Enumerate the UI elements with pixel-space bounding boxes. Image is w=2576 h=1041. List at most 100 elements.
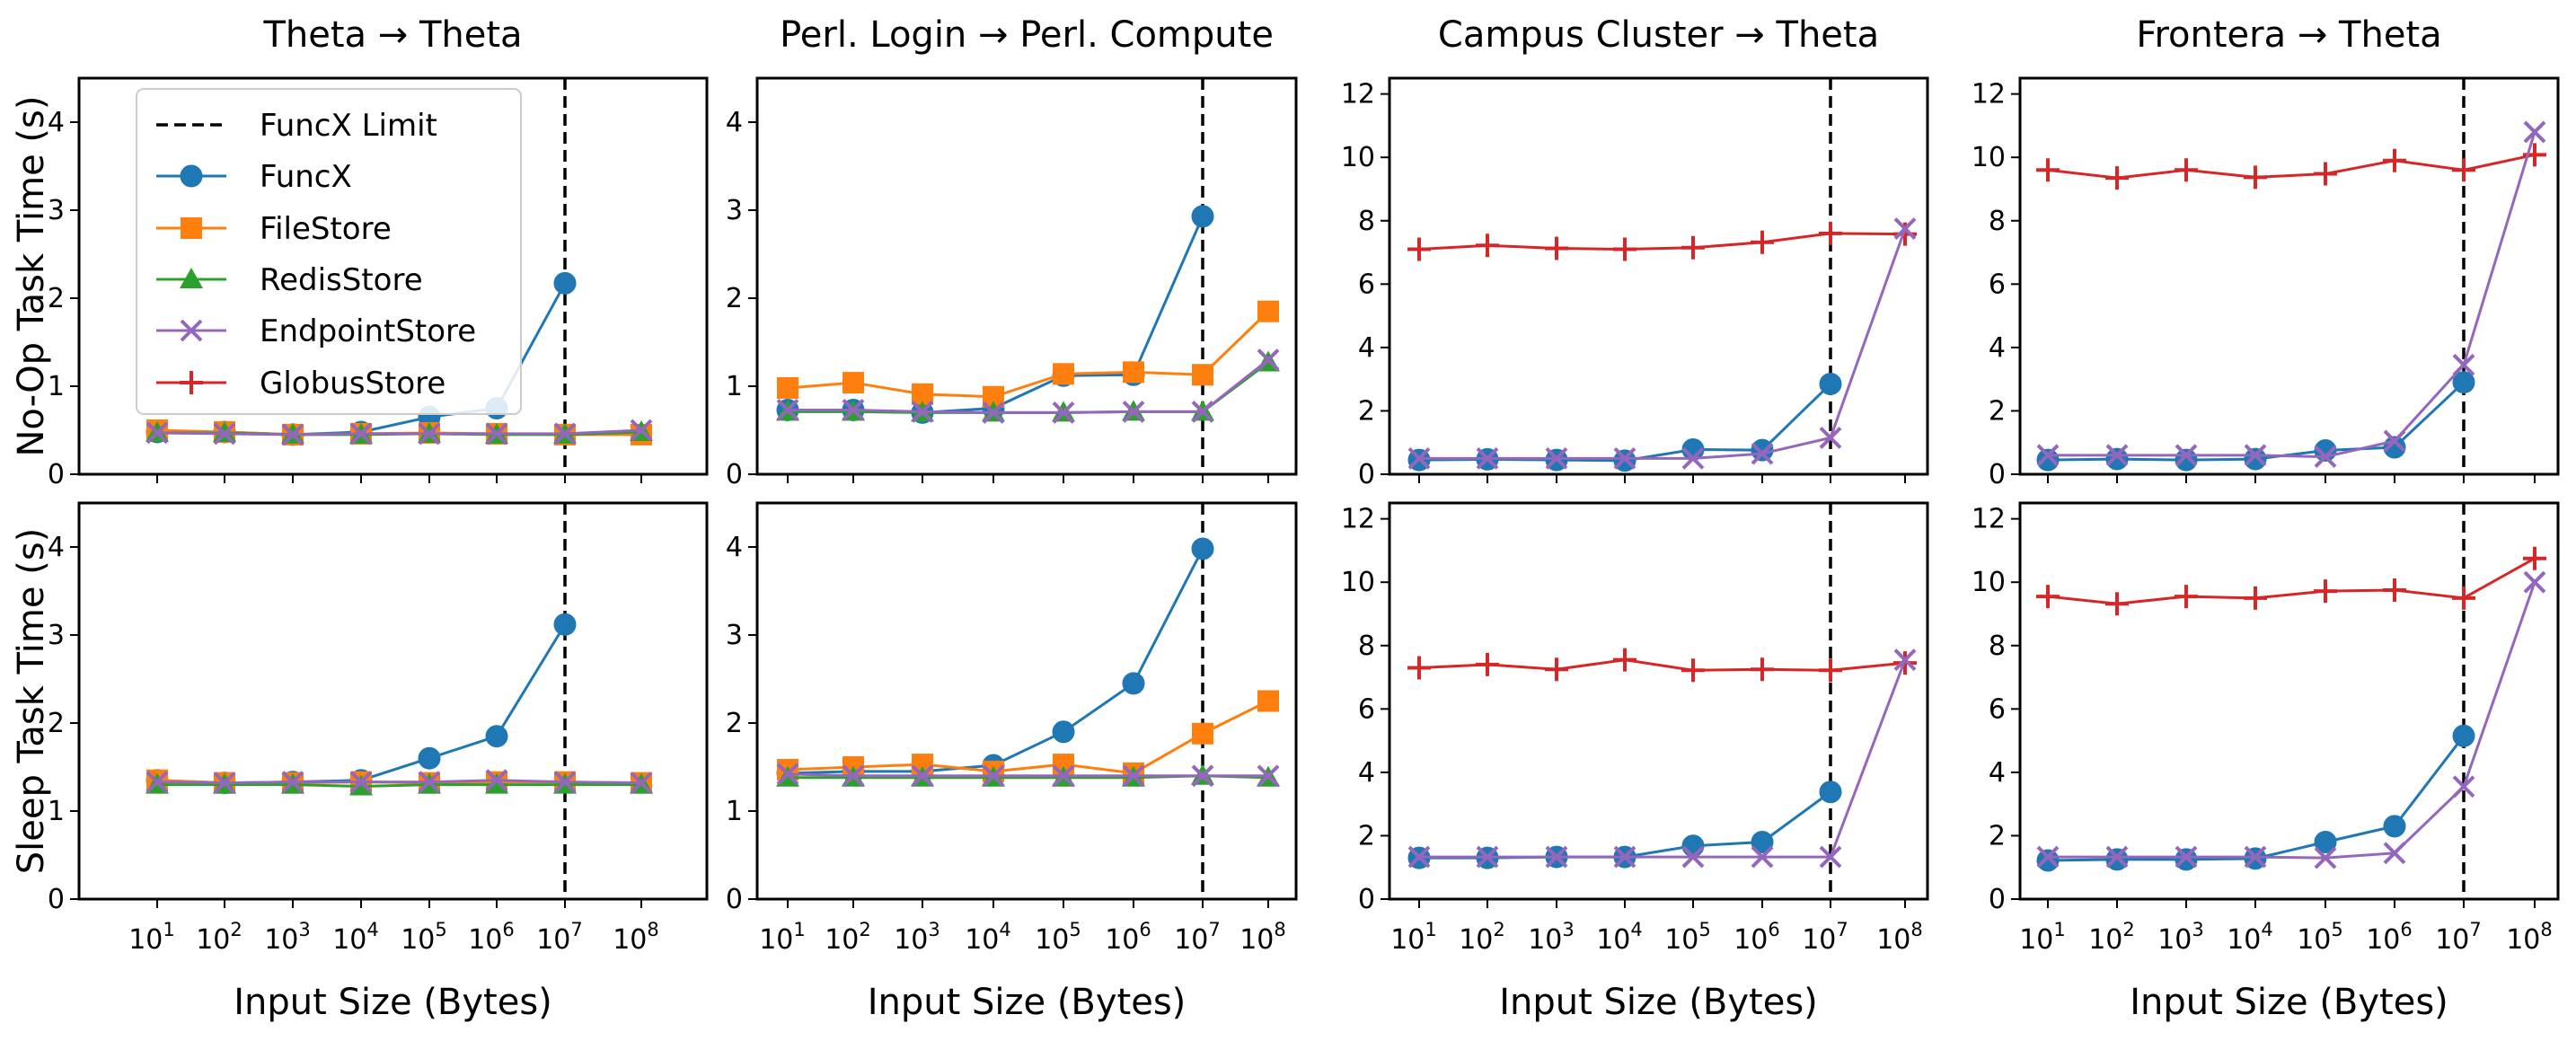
funcx-marker: [2036, 448, 2060, 472]
y-tick-label: 6: [1989, 693, 2006, 725]
series-endpointstore: [146, 419, 653, 446]
x-tick-label: 107: [2435, 919, 2482, 956]
series-line: [787, 310, 1270, 399]
y-tick-label: 0: [1989, 459, 2006, 490]
endpointstore-marker: [2383, 842, 2406, 865]
funcx-marker: [1751, 830, 1774, 853]
x-tick-label: 108: [1239, 919, 1286, 956]
endpointstore-marker: [630, 419, 653, 442]
panel-title: Campus Cluster → Theta: [1438, 14, 1879, 56]
series-line: [787, 700, 1269, 775]
legend-label: FuncX Limit: [260, 108, 437, 144]
series-globusstore: [2036, 143, 2546, 190]
funcx-marker: [1751, 438, 1774, 462]
globusstore-marker: [1407, 237, 1431, 261]
legend-label: FileStore: [260, 211, 392, 247]
x-tick-exponent: 6: [2400, 919, 2412, 940]
series-globusstore: [1407, 648, 1917, 683]
funcx-marker: [2175, 448, 2198, 472]
legend-item-globusstore: GlobusStore: [156, 366, 446, 401]
endpointstore-marker: [418, 771, 441, 794]
x-tick-exponent: 4: [2261, 919, 2272, 940]
funcx-marker: [2105, 447, 2129, 471]
x-tick-exponent: 2: [2122, 919, 2134, 940]
series-endpointstore: [1407, 648, 1917, 869]
x-tick-label: 102: [1459, 919, 1505, 956]
funcx-marker: [2244, 447, 2267, 471]
globusstore-marker: [2244, 586, 2267, 610]
endpointstore-marker: [1122, 764, 1145, 788]
globusstore-marker: [2036, 585, 2060, 609]
endpointstore-marker: [2452, 775, 2475, 798]
x-tick-label: 105: [2297, 919, 2343, 956]
funcx-marker: [180, 164, 203, 188]
endpointstore-marker: [1545, 446, 1568, 470]
endpointstore-marker: [281, 771, 304, 794]
x-tick-exponent: 7: [1836, 919, 1848, 940]
legend-label: RedisStore: [260, 262, 423, 298]
y-tick-label: 8: [1989, 631, 2006, 662]
series-line: [1419, 659, 1907, 859]
globusstore-marker: [2523, 546, 2546, 570]
legend-item-funcx-limit: FuncX Limit: [156, 108, 437, 144]
redisstore-marker: [180, 268, 203, 288]
x-tick-label: 106: [1105, 919, 1151, 956]
y-tick-label: 2: [726, 708, 743, 739]
x-tick-label: 107: [536, 919, 583, 956]
y-tick-label: 3: [48, 620, 65, 651]
x-axis-label: Input Size (Bytes): [2130, 982, 2448, 1023]
legend-label: EndpointStore: [260, 313, 476, 349]
series-line: [156, 779, 642, 785]
x-tick-label: 104: [1596, 919, 1643, 956]
endpointstore-marker: [1407, 845, 1431, 869]
globusstore-marker: [1751, 657, 1774, 682]
x-tick-exponent: 3: [1562, 919, 1574, 940]
y-tick-label: 12: [1341, 504, 1375, 535]
x-tick-exponent: 5: [2331, 919, 2342, 940]
y-tick-label: 2: [726, 283, 743, 314]
y-tick-label: 2: [1989, 820, 2006, 851]
y-tick-label: 0: [1358, 459, 1375, 490]
endpointstore-marker: [776, 763, 799, 786]
endpointstore-marker: [2314, 446, 2337, 469]
series-funcx: [2036, 724, 2475, 872]
endpointstore-marker: [2244, 444, 2267, 467]
filestore-marker: [777, 376, 798, 399]
filestore-marker: [1123, 361, 1144, 384]
series-funcx: [776, 537, 1214, 785]
series-filestore: [777, 300, 1279, 408]
x-tick-label: 102: [825, 919, 871, 956]
endpointstore-marker: [2523, 120, 2546, 144]
panel-noop-4: 0 2 4 6 8 10 12 Frontera → Theta: [1972, 14, 2560, 490]
funcx-marker: [1681, 834, 1705, 858]
x-tick-exponent: 2: [1493, 919, 1504, 940]
x-axis-label: Input Size (Bytes): [1499, 982, 1818, 1023]
legend-item-filestore: FileStore: [156, 211, 392, 247]
y-tick-label: 8: [1989, 206, 2006, 237]
y-tick-label: 12: [1972, 504, 2006, 535]
axes-frame: [2018, 76, 2560, 476]
series-line: [787, 772, 1268, 778]
endpointstore-marker: [1257, 764, 1280, 788]
series-line: [156, 623, 567, 785]
y-axis-label: Sleep Task Time (s): [11, 528, 52, 875]
x-tick-exponent: 4: [999, 919, 1010, 940]
series-endpointstore: [2036, 120, 2546, 469]
globusstore-marker: [2244, 165, 2267, 190]
x-tick-label: 107: [1802, 919, 1848, 956]
y-tick-label: 1: [48, 796, 65, 827]
legend-label: GlobusStore: [260, 366, 446, 401]
axes-frame: [77, 76, 709, 476]
y-tick-label: 8: [1358, 631, 1375, 662]
legend: FuncX Limit FuncX FileStore RedisStore Endpo…: [136, 88, 522, 415]
filestore-marker: [1053, 363, 1074, 385]
legend-item-redisstore: RedisStore: [156, 262, 423, 298]
series-line: [787, 548, 1204, 775]
endpointstore-marker: [1257, 348, 1280, 372]
x-tick-exponent: 6: [1768, 919, 1779, 940]
y-tick-label: 3: [726, 195, 743, 226]
globusstore-marker: [1681, 658, 1705, 683]
x-tick-label: 104: [965, 919, 1011, 956]
legend-item-funcx: FuncX: [156, 159, 352, 195]
